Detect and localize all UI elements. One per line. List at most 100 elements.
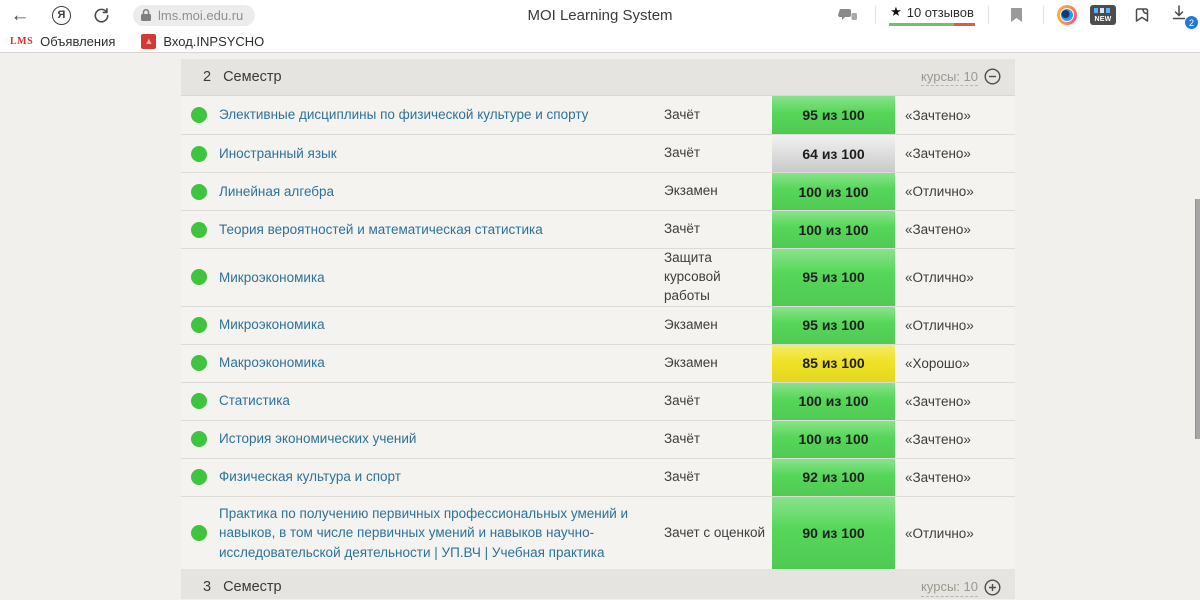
grade-text: «Зачтено» [905,469,971,485]
assessment-type: Зачёт [664,430,701,446]
grade-text: «Отлично» [905,317,974,333]
row-status [181,393,219,410]
courses-count-label: курсы: 10 [921,68,978,87]
row-status [181,221,219,238]
reviews-widget[interactable]: ★ 10 отзывов [889,4,975,26]
refresh-button[interactable] [87,3,115,27]
grade-text: «Отлично» [905,269,974,285]
course-link[interactable]: Теория вероятностей и математическая ста… [219,221,543,237]
rating-bar [889,23,975,26]
score-cell: 64 из 100 [772,135,895,172]
course-link[interactable]: Практика по получению первичных професси… [219,505,629,560]
course-link[interactable]: Макроэкономика [219,355,325,371]
assessment-type: Зачёт [664,392,701,408]
row-status [181,183,219,200]
browser-toolbar: ← Я lms.moi.edu.ru MOI Learning System [0,0,1200,30]
course-row: Физическая культура и спорт Зачёт 92 из … [181,457,1015,496]
status-dot-icon [191,317,207,334]
semester-number: 3 [203,579,212,596]
assessment-type: Экзамен [664,183,718,199]
lms-favicon: LMS [10,35,34,47]
course-link[interactable]: Физическая культура и спорт [219,469,401,485]
course-rows: Элективные дисциплины по физической куль… [181,95,1015,570]
course-row: Практика по получению первичных професси… [181,495,1015,570]
grade-text: «Зачтено» [905,393,971,409]
status-dot-icon [191,355,207,372]
assessment-type: Экзамен [664,316,718,332]
bookmarks-bar: LMS Объявления ▲ Вход.INPSYCHO [0,30,1200,53]
course-row: Микроэкономика Экзамен 95 из 100 «Отличн… [181,305,1015,344]
url-text: lms.moi.edu.ru [158,7,244,23]
course-link[interactable]: История экономических учений [219,431,417,447]
assessment-type: Экзамен [664,354,718,370]
grade-text: «Зачтено» [905,222,971,237]
collections-icon[interactable] [1129,3,1157,27]
back-button[interactable]: ← [6,3,34,27]
score-cell: 95 из 100 [772,249,895,306]
row-status [181,355,219,372]
score-cell: 100 из 100 [772,211,895,248]
course-row: История экономических учений Зачёт 100 и… [181,419,1015,458]
bookmark-label: Объявления [40,33,116,49]
refresh-icon [94,7,109,23]
bookmark-item-announcements[interactable]: LMS Объявления [10,34,115,49]
lock-icon [141,8,151,21]
grade-text: «Зачтено» [905,107,971,123]
course-link[interactable]: Линейная алгебра [219,183,335,199]
toolbar-right-icons: ★ 10 отзывов NEW [834,3,1198,29]
score-cell: 100 из 100 [772,173,895,210]
semester-2-header: 2 Семестр курсы: 10 [181,59,1015,95]
status-dot-icon [191,107,207,123]
status-dot-icon [191,221,207,238]
downloads-count-badge: 2 [1185,16,1198,29]
score-cell: 100 из 100 [772,420,895,458]
status-dot-icon [191,393,207,410]
grade-text: «Зачтено» [905,431,971,447]
course-row: Макроэкономика Экзамен 85 из 100 «Хорошо… [181,343,1015,382]
protect-icon[interactable] [834,3,862,27]
course-link[interactable]: Иностранный язык [219,145,337,161]
status-dot-icon [191,525,207,542]
semester-expand-control[interactable]: курсы: 10 [921,578,1001,597]
course-link[interactable]: Статистика [219,393,290,409]
assessment-type: Зачёт [664,145,701,161]
lms-page: 2 Семестр курсы: 10 Элективные дисциплин… [0,53,1200,599]
assessment-type: Зачёт [664,221,701,237]
row-status [181,431,219,448]
score-cell: 85 из 100 [772,344,895,382]
row-status [181,469,219,486]
semester-collapse-control[interactable]: курсы: 10 [921,68,1001,87]
grade-text: «Зачтено» [905,146,971,161]
extension-browser-icon[interactable] [1057,5,1077,25]
reviews-count-label: 10 отзывов [906,4,974,20]
semester-label: Семестр [223,579,282,596]
yandex-button[interactable]: Я [52,5,71,25]
bookmark-item-inpsycho[interactable]: ▲ Вход.INPSYCHO [141,33,264,49]
score-cell: 95 из 100 [772,306,895,344]
toolbar-divider [988,6,989,24]
course-row: Статистика Зачёт 100 из 100 «Зачтено» [181,381,1015,420]
course-link[interactable]: Элективные дисциплины по физической куль… [219,107,589,123]
course-link[interactable]: Микроэкономика [219,317,325,333]
course-row: Линейная алгебра Экзамен 100 из 100 «Отл… [181,172,1015,210]
row-status [181,525,219,542]
star-icon: ★ [890,4,902,19]
download-arrow-icon [1172,5,1186,20]
semester-grades-table: 2 Семестр курсы: 10 Элективные дисциплин… [181,59,1015,599]
row-status [181,317,219,334]
score-cell: 100 из 100 [772,382,895,420]
extension-new-badge-icon[interactable]: NEW [1090,5,1116,25]
course-link[interactable]: Микроэкономика [219,269,325,285]
expand-plus-icon[interactable] [984,579,1001,596]
grade-text: «Хорошо» [905,355,970,371]
bookmark-icon[interactable] [1002,3,1030,27]
address-bar[interactable]: lms.moi.edu.ru [133,4,255,26]
status-dot-icon [191,269,207,286]
downloads-button[interactable]: 2 [1170,4,1198,29]
page-scrollbar-thumb[interactable] [1195,199,1200,439]
status-dot-icon [191,469,207,486]
collapse-minus-icon[interactable] [984,68,1001,85]
assessment-type: Зачет с оценкой [664,524,766,540]
course-row: Микроэкономика Защита курсовой работы 95… [181,248,1015,306]
score-cell: 90 из 100 [772,496,895,570]
